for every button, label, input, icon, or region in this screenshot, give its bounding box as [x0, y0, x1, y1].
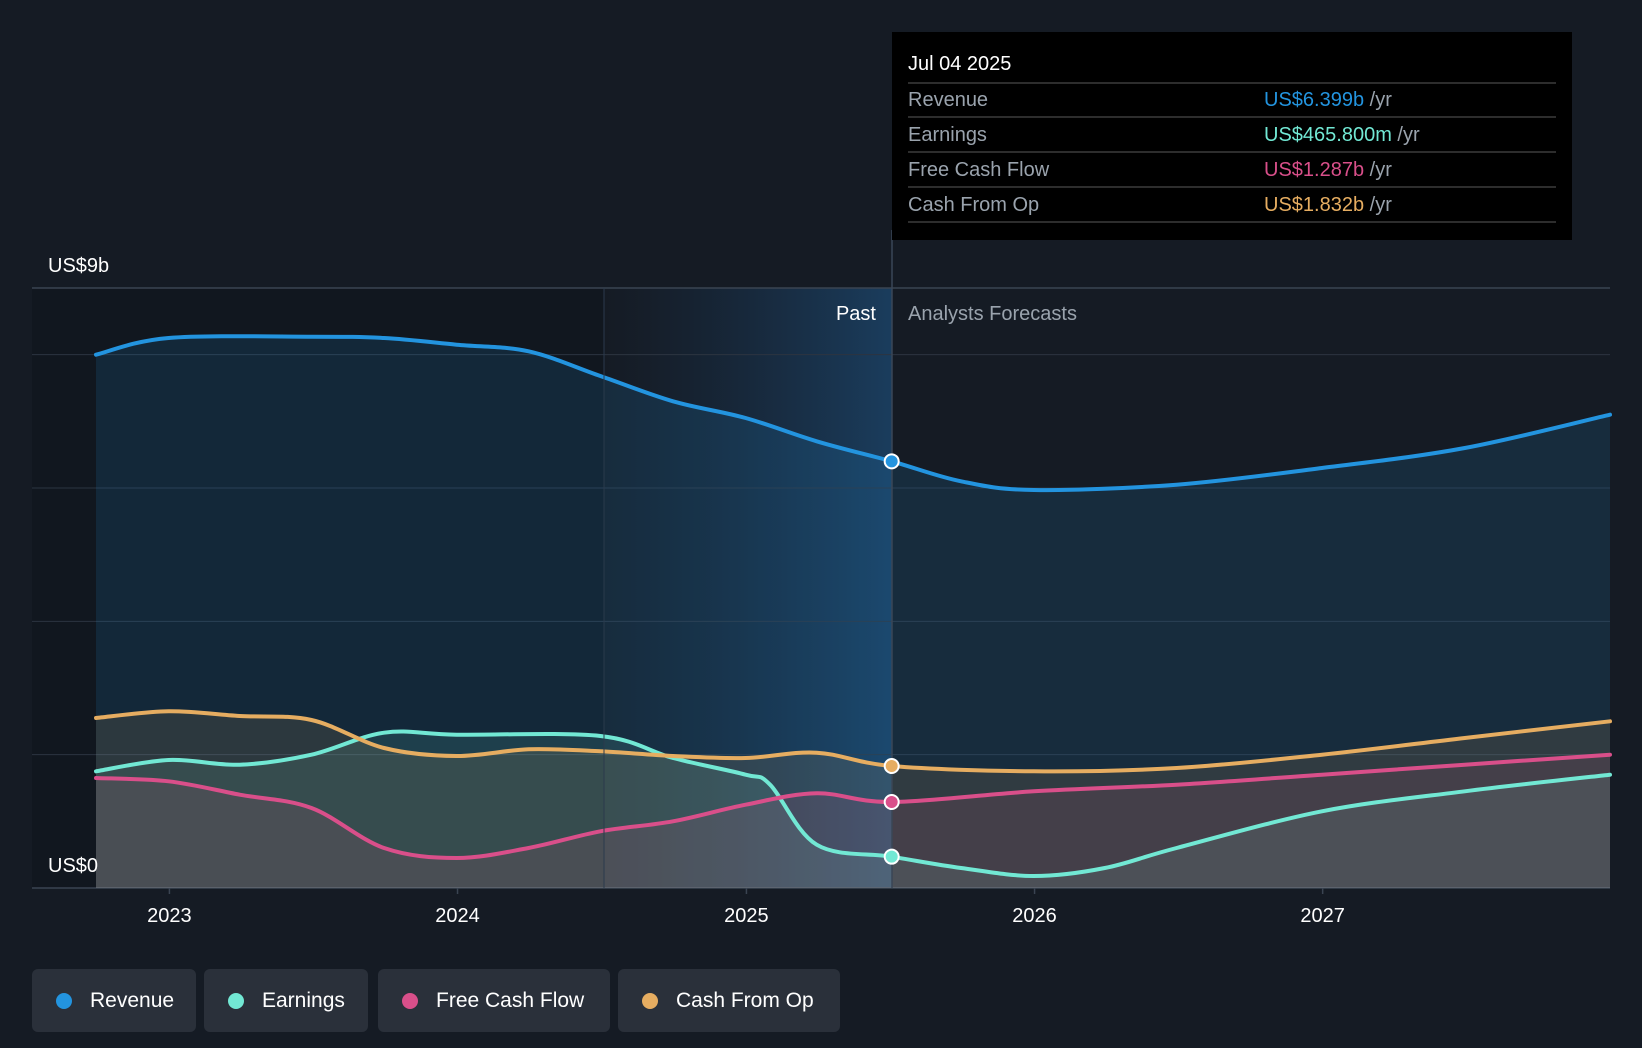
tooltip-rows: Revenue US$6.399b /yr Earnings US$465.800m … — [908, 82, 1556, 223]
tooltip-box — [892, 32, 1572, 240]
legend-revenue-button[interactable]: Revenue — [32, 969, 196, 1032]
x-tick-label: 2023 — [147, 905, 192, 927]
tooltip-row-unit: /yr — [1364, 159, 1392, 181]
legend-label: Cash From Op — [676, 988, 814, 1012]
x-axis-ticks: 2023 2024 2025 2026 2027 — [147, 888, 1345, 927]
revenue-line — [94, 334, 1612, 493]
legend-free-cash-flow-button[interactable]: Free Cash Flow — [378, 969, 610, 1032]
x-tick-label: 2024 — [435, 905, 480, 927]
tooltip-row-label: Cash From Op — [908, 194, 1039, 216]
legend-cash-from-op-button[interactable]: Cash From Op — [618, 969, 840, 1032]
revenue-present-point[interactable] — [883, 453, 900, 470]
revenue-area — [96, 336, 1610, 888]
tooltip: Jul 04 2025 Revenue US$6.399b /yr Earnings… — [892, 32, 1572, 240]
tooltip-row-value: US$1.287b /yr — [1264, 159, 1392, 181]
earnings-area — [96, 731, 1610, 888]
tooltip-row-label: Revenue — [908, 89, 988, 111]
legend-dot-icon — [402, 992, 418, 1009]
x-tick-label: 2027 — [1300, 905, 1345, 927]
legend-label: Revenue — [90, 988, 175, 1012]
cash-from-op-line — [94, 709, 1612, 774]
free-cash-flow-area — [96, 754, 1610, 888]
x-tick-label: 2025 — [724, 905, 769, 927]
legend-dot-icon — [56, 992, 72, 1009]
x-tick-label: 2026 — [1012, 905, 1057, 927]
tooltip-row-value: US$1.832b /yr — [1264, 194, 1392, 216]
tooltip-row-unit: /yr — [1364, 194, 1392, 216]
earnings-present-point[interactable] — [883, 848, 900, 865]
tooltip-row-label: Earnings — [908, 124, 987, 146]
legend-label: Free Cash Flow — [436, 988, 585, 1012]
y-axis-top-label: US$9b — [48, 255, 109, 277]
tooltip-date: Jul 04 2025 — [908, 53, 1011, 75]
past-label: Past — [836, 303, 876, 325]
legend-dot-icon — [228, 992, 244, 1009]
past-shade-dark — [32, 288, 604, 888]
present-markers — [883, 453, 900, 865]
forecast-label: Analysts Forecasts — [908, 303, 1077, 325]
tooltip-row-label: Free Cash Flow — [908, 159, 1050, 181]
y-axis-bottom-label: US$0 — [48, 855, 98, 877]
tooltip-row-value: US$465.800m /yr — [1264, 124, 1420, 146]
series-lines — [94, 334, 1612, 879]
free-cash-flow-present-point[interactable] — [883, 794, 900, 810]
gridlines — [32, 287, 1610, 889]
tooltip-row-value: US$6.399b /yr — [1264, 89, 1392, 111]
legend-dot-icon — [642, 992, 658, 1009]
tooltip-row-unit: /yr — [1392, 124, 1420, 146]
legend-earnings-button[interactable]: Earnings — [204, 969, 368, 1032]
past-highlight — [604, 288, 892, 888]
legend-label: Earnings — [262, 988, 345, 1012]
cash-from-op-present-point[interactable] — [883, 758, 900, 774]
free-cash-flow-line — [94, 752, 1612, 861]
tooltip-row-unit: /yr — [1364, 89, 1392, 111]
earnings-line — [94, 729, 1612, 879]
